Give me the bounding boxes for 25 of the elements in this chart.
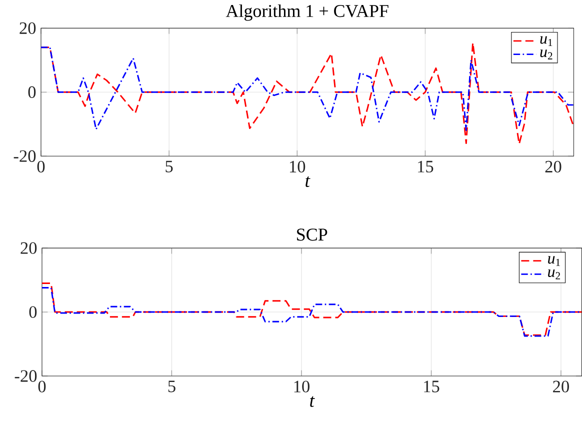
y-tick-label: -20: [14, 370, 37, 382]
chart-title: SCP: [297, 228, 328, 241]
legend-label: u$_{1}$: [540, 36, 552, 46]
x-tick-label: 0: [37, 160, 45, 173]
y-tick-label: 0: [29, 306, 37, 318]
y-tick-label: 0: [28, 86, 36, 98]
x-tick-label: 10: [294, 380, 310, 392]
y-tick-label: -20: [14, 150, 36, 162]
y-tick-label: 20: [20, 22, 36, 34]
x-tick-label: 15: [424, 380, 440, 392]
legend-label: u$_{2}$: [540, 50, 552, 60]
x-tick-label: 10: [290, 160, 306, 173]
x-tick-label: 20: [553, 380, 569, 392]
x-axis-title: t: [310, 396, 315, 407]
x-tick-label: 0: [38, 380, 46, 392]
x-axis-title: t: [306, 176, 310, 188]
chart-title: Algorithm 1 + CVAPF: [226, 4, 388, 21]
y-tick-label: 20: [20, 242, 37, 254]
x-tick-label: 5: [168, 380, 176, 392]
x-tick-label: 20: [545, 160, 562, 173]
x-tick-label: 15: [418, 160, 434, 172]
legend-label: u$_{2}$: [548, 270, 560, 280]
x-tick-label: 5: [166, 160, 173, 172]
legend-label: u$_{1}$: [548, 256, 560, 266]
line-series: [40, 46, 574, 131]
